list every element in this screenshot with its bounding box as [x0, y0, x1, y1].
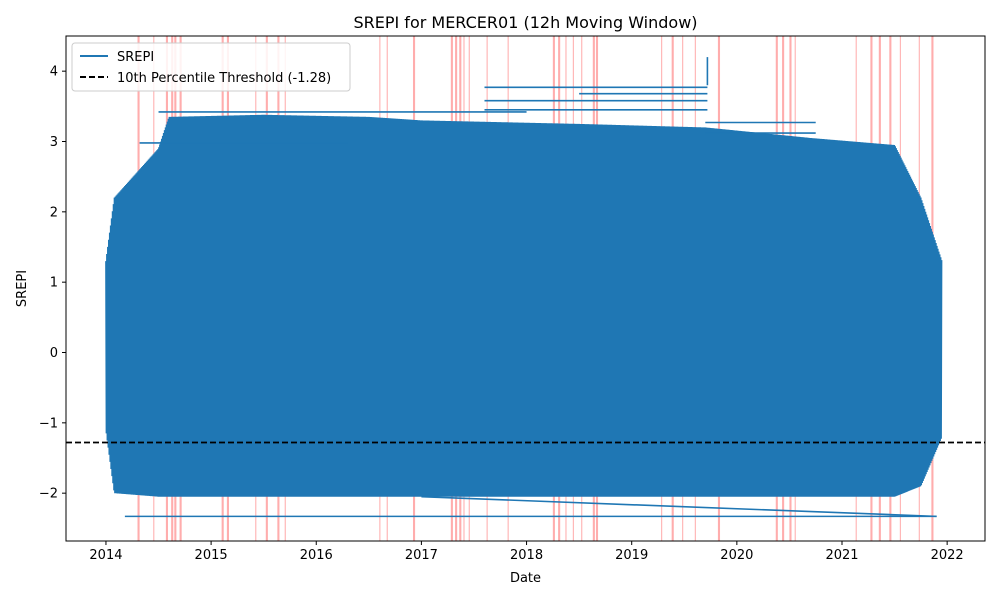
x-axis-label: Date — [510, 571, 541, 586]
x-tick-label: 2022 — [931, 548, 964, 563]
srepi-series — [105, 57, 943, 518]
legend-label-threshold: 10th Percentile Threshold (-1.28) — [117, 71, 331, 86]
y-tick-label: 3 — [50, 135, 58, 150]
legend-label-srepi: SREPI — [117, 50, 154, 65]
x-tick-label: 2017 — [405, 548, 438, 563]
y-tick-label: 4 — [50, 65, 58, 80]
x-tick-label: 2020 — [720, 548, 753, 563]
plot-area: 2014 2015 2016 2017 2018 2019 2020 2021 2022 −2−… — [39, 35, 986, 563]
legend-box — [71, 42, 351, 92]
srepi-segment — [421, 495, 937, 518]
y-tick-label: 1 — [50, 276, 58, 291]
y-axis: −2 −1 0 1 2 3 4 — [39, 65, 66, 502]
x-axis: 2014 2015 2016 2017 2018 2019 2020 2021 2022 — [89, 541, 964, 563]
x-tick-label: 2016 — [300, 548, 333, 563]
x-tick-label: 2019 — [615, 548, 648, 563]
y-tick-label: 2 — [50, 205, 58, 220]
x-tick-label: 2015 — [195, 548, 228, 563]
legend: SREPI 10th Percentile Threshold (-1.28) — [71, 42, 351, 92]
y-tick-label: −2 — [39, 487, 58, 502]
y-tick-label: 0 — [50, 346, 58, 361]
y-axis-label: SREPI — [15, 270, 30, 307]
x-tick-label: 2021 — [825, 548, 858, 563]
chart-title: SREPI for MERCER01 (12h Moving Window) — [353, 13, 697, 32]
y-tick-label: −1 — [39, 416, 58, 431]
srepi-line — [105, 114, 943, 497]
plot-frame — [65, 35, 986, 542]
x-tick-label: 2014 — [89, 548, 122, 563]
x-tick-label: 2018 — [510, 548, 543, 563]
